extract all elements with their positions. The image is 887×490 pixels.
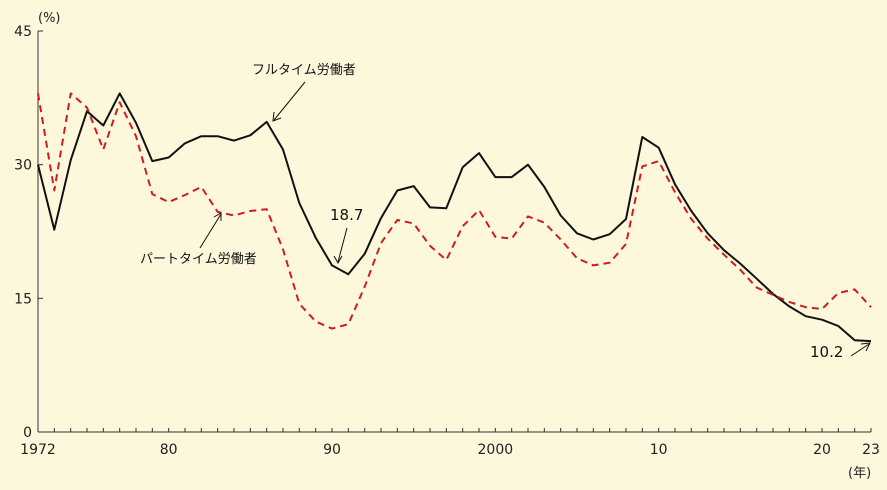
x-tick-label: 90 bbox=[323, 442, 341, 458]
annotation-value-18-7: 18.7 bbox=[330, 206, 363, 224]
arrow-part-time-head bbox=[213, 212, 222, 221]
x-tick-label: 23 bbox=[862, 442, 880, 458]
x-tick-label: 2000 bbox=[478, 442, 514, 458]
arrow-part-time bbox=[199, 213, 222, 249]
annotation-value-10-2: 10.2 bbox=[810, 343, 843, 361]
series-line-full-time bbox=[37, 92, 872, 343]
arrow-18-7 bbox=[337, 227, 348, 263]
series-line-part-time bbox=[37, 92, 872, 330]
annotation-full-time-label: フルタイム労働者 bbox=[252, 63, 356, 78]
x-ticks: 1972 80 90 2000 10 20 23 bbox=[20, 428, 880, 458]
arrow-10-2 bbox=[850, 343, 870, 357]
series-lines bbox=[37, 92, 872, 343]
x-tick-label: 80 bbox=[160, 442, 178, 458]
x-axis-unit: (年) bbox=[848, 466, 871, 481]
annotations: フルタイム労働者 パートタイム労働者 18.7 10.2 bbox=[140, 63, 871, 361]
y-tick-label: 0 bbox=[23, 425, 32, 441]
annotation-arrows bbox=[199, 81, 871, 357]
y-tick-label: 15 bbox=[14, 291, 32, 307]
annotation-part-time-label: パートタイム労働者 bbox=[140, 252, 257, 267]
x-tick-label: 1972 bbox=[20, 442, 56, 458]
y-tick-label: 45 bbox=[14, 24, 32, 40]
arrow-10-2-head bbox=[860, 342, 871, 352]
y-tick-label: 30 bbox=[14, 158, 32, 174]
arrow-full-time-head bbox=[272, 111, 282, 122]
y-ticks: 0 15 30 45 bbox=[14, 24, 43, 441]
x-tick-label: 20 bbox=[813, 442, 831, 458]
arrow-full-time bbox=[273, 81, 306, 121]
y-axis-unit: (%) bbox=[38, 11, 61, 26]
x-tick-label: 10 bbox=[650, 442, 668, 458]
arrow-18-7-head bbox=[333, 255, 343, 265]
